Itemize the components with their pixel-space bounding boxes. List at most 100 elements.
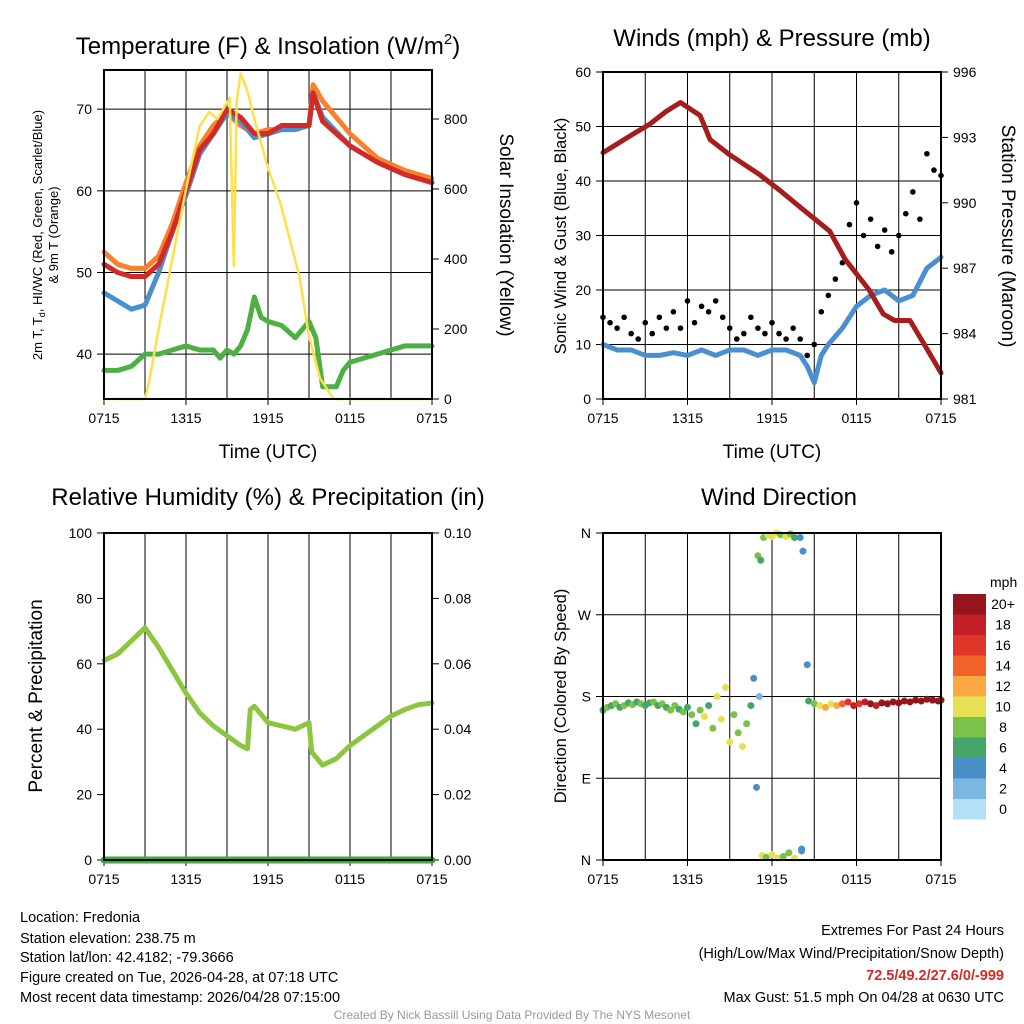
y-right-tick-label: 0.10 xyxy=(444,525,471,541)
2m-t-line xyxy=(101,90,435,280)
gust-point xyxy=(874,243,881,250)
y-right-tick-label: 800 xyxy=(444,111,468,127)
gust-point xyxy=(663,325,670,331)
gust-point xyxy=(783,336,789,342)
y-tick-label: 100 xyxy=(69,525,93,541)
y-tick-label: 40 xyxy=(76,346,92,362)
gust-point xyxy=(656,314,663,321)
gust-point xyxy=(895,232,902,239)
wind-direction-point xyxy=(803,661,811,669)
wind-direction-point xyxy=(833,702,841,710)
temperature-y-label-line2: & 9m T (Orange) xyxy=(46,186,61,283)
relative-humidity-line xyxy=(101,625,435,768)
gust-point xyxy=(733,336,740,342)
legend-label: 2 xyxy=(999,781,1007,797)
wind-direction-chart-title: Wind Direction xyxy=(701,484,857,511)
wind-direction-point xyxy=(816,702,824,710)
x-tick-label: 1915 xyxy=(756,871,787,887)
x-tick-label: 0715 xyxy=(88,410,119,426)
wind-direction-point xyxy=(717,715,725,723)
y-tick-label: 70 xyxy=(76,101,92,117)
x-tick-label: 0115 xyxy=(841,410,871,426)
gust-point xyxy=(931,167,937,173)
temperature-chart-title: Temperature (F) & Insolation (W/m2) xyxy=(76,31,460,60)
wind-direction-point xyxy=(796,534,804,542)
gust-point xyxy=(860,232,867,239)
wind-direction-point xyxy=(872,702,880,710)
extremes-values: 72.5/49.2/27.6/0/-999 xyxy=(866,968,1004,984)
wind-direction-point xyxy=(791,534,799,542)
wind-direction-point xyxy=(692,720,700,728)
y-tick-label: 40 xyxy=(575,173,591,189)
x-tick-label: 1315 xyxy=(672,410,703,426)
wind-direction-point xyxy=(822,703,830,711)
legend-label: 10 xyxy=(995,699,1011,715)
wind-direction-point xyxy=(805,697,813,705)
wind-direction-point xyxy=(743,720,751,728)
y-right-tick-label: 984 xyxy=(953,326,977,342)
x-tick-label: 1315 xyxy=(672,871,703,887)
wind-direction-point xyxy=(878,699,886,707)
x-tick-label: 0115 xyxy=(841,871,871,887)
wind-direction-point xyxy=(895,699,903,707)
gust-point xyxy=(705,309,712,315)
extremes-subtitle: (High/Low/Max Wind/Precipitation/Snow De… xyxy=(699,946,1004,962)
wind-direction-point xyxy=(730,711,738,719)
legend-swatch xyxy=(953,696,986,717)
y-tick-label: 10 xyxy=(575,337,591,353)
gust-point xyxy=(769,319,775,326)
wind-direction-point xyxy=(838,700,846,708)
y-right-tick-label: 993 xyxy=(953,129,977,145)
wind-direction-point xyxy=(750,674,758,682)
x-tick-label: 0115 xyxy=(335,410,365,426)
y-tick-label: 0 xyxy=(84,852,92,868)
y-tick-label: 60 xyxy=(76,656,92,672)
gust-point xyxy=(698,303,705,310)
gust-point xyxy=(741,330,747,337)
gust-point xyxy=(755,325,761,331)
created-text: Figure created on Tue, 2026-04-28, at 07… xyxy=(20,970,338,986)
y-tick-label: S xyxy=(582,689,591,705)
x-tick-label: 0715 xyxy=(587,871,618,887)
panel-0: 40 50 60 70 0 200 400 600 800 0715 1315 1915 0115 071… xyxy=(76,69,468,426)
x-tick-label: 1915 xyxy=(756,410,787,426)
gust-point xyxy=(832,276,839,282)
wind-direction-point xyxy=(709,724,717,732)
panel-1: 0 10 20 30 40 50 60 981 984 987 990 993 996 0715 1315 1… xyxy=(575,64,976,426)
y-right-tick-label: 200 xyxy=(444,321,468,337)
y-tick-label: W xyxy=(578,607,592,623)
gust-point xyxy=(719,314,726,321)
max-gust-text: Max Gust: 51.5 mph On 04/28 at 0630 UTC xyxy=(724,990,1004,1006)
y-right-tick-label: 0.00 xyxy=(444,852,471,868)
y-tick-label: 0 xyxy=(583,391,591,407)
gust-point xyxy=(649,330,656,337)
legend-label: 20+ xyxy=(991,596,1015,612)
wind-direction-point xyxy=(850,702,858,710)
gust-point xyxy=(867,216,874,222)
gust-point xyxy=(846,221,853,228)
x-tick-label: 0715 xyxy=(925,410,956,426)
wind-direction-point xyxy=(696,706,704,714)
gust-point xyxy=(888,249,895,255)
wind-direction-point xyxy=(667,706,675,714)
y-right-tick-label: 0.02 xyxy=(444,787,471,803)
elevation-text: Station elevation: 238.75 m xyxy=(20,931,196,947)
y-tick-label: N xyxy=(581,852,591,868)
gust-point xyxy=(776,330,782,337)
gust-point xyxy=(825,292,832,299)
humidity-chart-title: Relative Humidity (%) & Precipitation (i… xyxy=(51,484,484,511)
latlon-text: Station lat/lon: 42.4182; -79.3666 xyxy=(20,950,234,966)
y-right-tick-label: 987 xyxy=(953,260,977,276)
gust-point xyxy=(677,325,684,331)
gust-point xyxy=(670,309,677,315)
legend-swatch xyxy=(953,717,986,738)
wind-direction-point xyxy=(785,849,793,857)
wind-y-label: Sonic Wind & Gust (Blue, Black) xyxy=(552,118,570,355)
x-tick-label: 0115 xyxy=(335,871,365,887)
wind-direction-point xyxy=(889,698,897,706)
wind-direction-point xyxy=(757,556,765,564)
wind-direction-point xyxy=(753,783,761,791)
y-right-tick-label: 990 xyxy=(953,195,977,211)
solar-insolation-line xyxy=(102,72,434,401)
gust-point xyxy=(924,150,930,157)
